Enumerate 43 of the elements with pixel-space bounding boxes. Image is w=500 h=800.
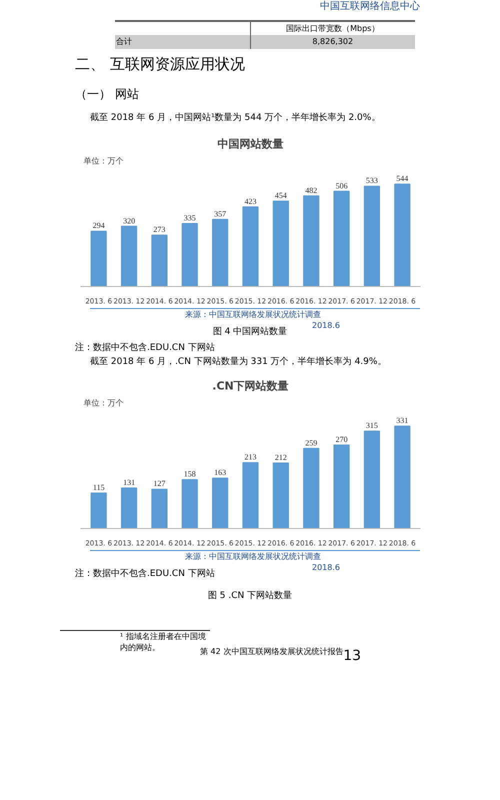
- text: 第 42 次中国互联网络发展状况统计报告: [200, 647, 344, 656]
- source-note: 来源：中国互联网络发展状况统计调查: [185, 552, 321, 561]
- chart-title: .CN下网站数量: [212, 380, 289, 392]
- data-label: 533: [366, 176, 378, 186]
- text: 8,826,302: [250, 35, 415, 49]
- text: 注：数据中不包含.EDU.CN 下网站: [75, 568, 215, 581]
- text: （一） 网站: [75, 86, 139, 103]
- y-axis-title: 单位：万个: [84, 398, 124, 408]
- data-label: 213: [244, 452, 256, 462]
- data-label: 335: [184, 213, 196, 222]
- data-label: 127: [153, 479, 166, 488]
- text: 注：数据中不包含.EDU.CN 下网站: [75, 342, 215, 355]
- data-label: 357: [214, 209, 226, 218]
- data-label: 454: [274, 191, 287, 200]
- text: 中国互联网络信息中心: [320, 0, 420, 14]
- data-label: 423: [244, 196, 256, 206]
- data-label: 294: [92, 221, 105, 230]
- caption: 图 4 中国网站数量: [212, 326, 288, 339]
- text: 2018.6: [312, 562, 340, 574]
- data-label: 544: [396, 174, 408, 184]
- text: 截至 2018 年 6 月，.CN 下网站数量为 331 万个，半年增长率为 4.9%。: [90, 356, 386, 369]
- text: 二、 互联网资源应用状况: [75, 54, 245, 75]
- y-axis-title: 单位：万个: [84, 156, 124, 166]
- text: 截至 2018 年 6 月，中国网站¹数量为 544 万个，半年增长率为 2.0%。: [90, 112, 380, 125]
- chart-title: 中国网站数量: [218, 138, 284, 150]
- caption: 图 5 .CN 下网站数量: [208, 590, 292, 603]
- data-label: 115: [92, 482, 105, 492]
- source-note: 来源：中国互联网络发展状况统计调查: [185, 310, 321, 319]
- data-label: 331: [396, 416, 408, 426]
- data-label: 320: [123, 216, 136, 226]
- data-label: 273: [153, 225, 166, 234]
- data-label: 259: [305, 438, 318, 448]
- data-label: 270: [336, 435, 348, 444]
- data-label: 315: [366, 421, 378, 430]
- data-label: 482: [305, 186, 318, 195]
- text: 国际出口带宽数（Mbps）: [250, 21, 415, 36]
- text: 13: [343, 648, 362, 666]
- data-label: 212: [274, 452, 287, 462]
- data-label: 506: [336, 181, 348, 190]
- data-label: 131: [123, 478, 136, 487]
- data-label: 158: [184, 470, 196, 479]
- text: 2018.6: [312, 320, 340, 332]
- data-label: 163: [214, 468, 226, 478]
